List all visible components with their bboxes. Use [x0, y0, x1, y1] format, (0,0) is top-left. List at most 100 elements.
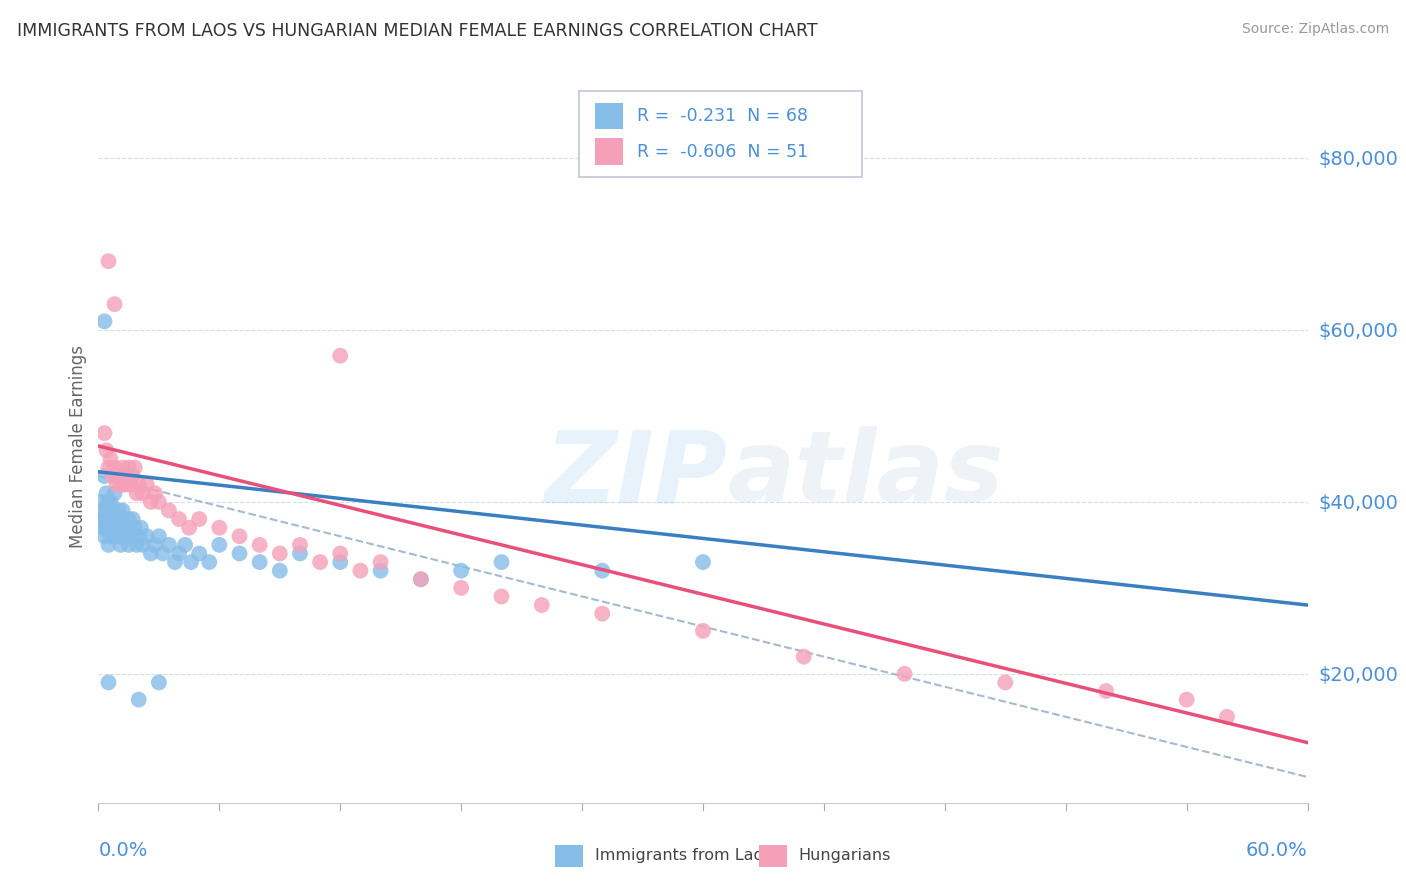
Point	[107, 529, 129, 543]
Point	[118, 538, 141, 552]
Text: R =  -0.231  N = 68: R = -0.231 N = 68	[637, 107, 808, 125]
Point	[329, 546, 352, 560]
Point	[97, 538, 120, 552]
Point	[228, 546, 250, 560]
Point	[105, 477, 128, 491]
Point	[93, 512, 115, 526]
Point	[491, 590, 513, 604]
Point	[105, 512, 128, 526]
Point	[139, 495, 162, 509]
Point	[167, 512, 190, 526]
Point	[157, 503, 180, 517]
Point	[128, 477, 150, 491]
Point	[101, 503, 124, 517]
Point	[329, 349, 352, 363]
Point	[163, 555, 186, 569]
Point	[591, 607, 613, 621]
Point	[120, 529, 142, 543]
Point	[93, 426, 115, 441]
Point	[100, 495, 122, 509]
Point	[101, 521, 124, 535]
Point	[103, 486, 125, 500]
Point	[97, 460, 120, 475]
Point	[1095, 684, 1118, 698]
Point	[188, 512, 211, 526]
Point	[118, 512, 141, 526]
Point	[249, 555, 271, 569]
Point	[692, 624, 714, 638]
Point	[132, 538, 155, 552]
Point	[228, 529, 250, 543]
Point	[309, 555, 332, 569]
Point	[135, 529, 157, 543]
Point	[100, 529, 122, 543]
Point	[107, 503, 129, 517]
Text: IMMIGRANTS FROM LAOS VS HUNGARIAN MEDIAN FEMALE EARNINGS CORRELATION CHART: IMMIGRANTS FROM LAOS VS HUNGARIAN MEDIAN…	[17, 22, 817, 40]
Point	[269, 546, 291, 560]
Point	[132, 486, 155, 500]
Point	[128, 692, 150, 706]
Point	[111, 521, 134, 535]
Point	[125, 538, 148, 552]
Point	[157, 538, 180, 552]
Point	[288, 538, 311, 552]
Point	[114, 477, 136, 491]
Point	[89, 512, 111, 526]
Point	[208, 538, 231, 552]
Point	[93, 314, 115, 328]
Point	[174, 538, 197, 552]
Point	[96, 521, 118, 535]
Point	[103, 297, 125, 311]
Text: 60.0%: 60.0%	[1246, 841, 1308, 861]
Point	[91, 521, 114, 535]
Point	[409, 572, 432, 586]
Point	[107, 469, 129, 483]
Point	[148, 495, 170, 509]
Point	[450, 581, 472, 595]
Point	[143, 538, 166, 552]
Point	[93, 529, 115, 543]
Point	[103, 512, 125, 526]
Point	[89, 495, 111, 509]
Point	[96, 503, 118, 517]
Point	[139, 546, 162, 560]
Point	[110, 512, 132, 526]
Text: ZIP: ZIP	[544, 426, 727, 523]
Point	[591, 564, 613, 578]
Point	[111, 503, 134, 517]
Point	[125, 486, 148, 500]
Point	[103, 529, 125, 543]
Point	[97, 254, 120, 268]
Point	[249, 538, 271, 552]
Point	[97, 521, 120, 535]
Point	[96, 486, 118, 500]
Point	[105, 521, 128, 535]
Point	[349, 564, 371, 578]
Point	[101, 469, 124, 483]
Point	[115, 521, 138, 535]
Point	[121, 469, 143, 483]
Point	[103, 460, 125, 475]
Point	[893, 666, 915, 681]
Text: Immigrants from Laos: Immigrants from Laos	[595, 848, 772, 863]
Point	[128, 529, 150, 543]
Point	[692, 555, 714, 569]
Point	[329, 555, 352, 569]
Point	[100, 512, 122, 526]
Point	[129, 521, 152, 535]
Point	[288, 546, 311, 560]
Point	[269, 564, 291, 578]
Point	[793, 649, 815, 664]
Point	[110, 477, 132, 491]
Text: Source: ZipAtlas.com: Source: ZipAtlas.com	[1241, 22, 1389, 37]
Point	[124, 521, 146, 535]
Point	[994, 675, 1017, 690]
Point	[143, 486, 166, 500]
Point	[91, 503, 114, 517]
Point	[208, 521, 231, 535]
Point	[188, 546, 211, 560]
Text: R =  -0.606  N = 51: R = -0.606 N = 51	[637, 143, 808, 161]
Point	[370, 564, 392, 578]
Point	[167, 546, 190, 560]
Point	[370, 555, 392, 569]
